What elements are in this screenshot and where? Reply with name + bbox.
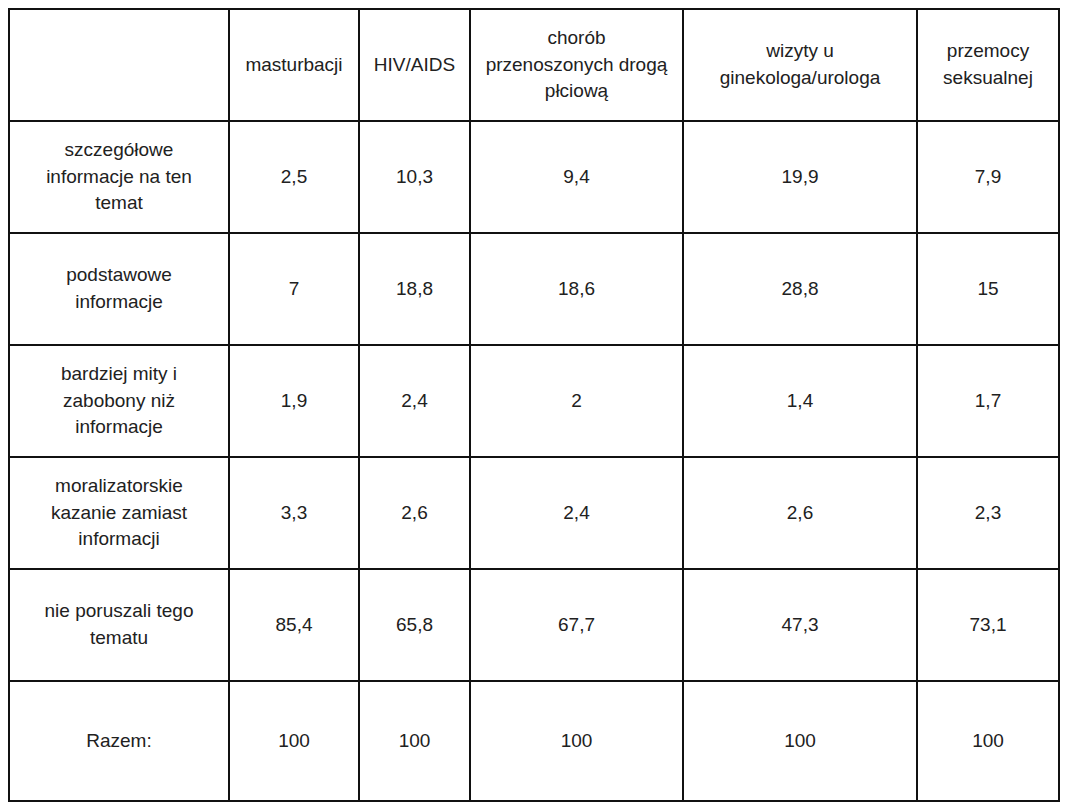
survey-results-table: masturbacji HIV/AIDS chorób przenoszonyc… (8, 8, 1060, 802)
data-cell: 2,6 (683, 457, 917, 569)
data-cell: 3,3 (229, 457, 359, 569)
data-cell: 1,4 (683, 345, 917, 457)
data-cell: 10,3 (359, 121, 470, 233)
data-cell: 67,7 (470, 569, 683, 681)
data-cell: 2,4 (359, 345, 470, 457)
data-cell: 2 (470, 345, 683, 457)
row-label-total: Razem: (9, 681, 229, 801)
table-row: nie poruszali tego tematu 85,4 65,8 67,7… (9, 569, 1059, 681)
table-row: moralizatorskie kazanie zamiast informac… (9, 457, 1059, 569)
corner-header-cell (9, 9, 229, 121)
data-cell: 9,4 (470, 121, 683, 233)
column-header-hiv-aids: HIV/AIDS (359, 9, 470, 121)
column-header-std: chorób przenoszonych drogą płciową (470, 9, 683, 121)
row-label: nie poruszali tego tematu (9, 569, 229, 681)
data-cell: 100 (229, 681, 359, 801)
data-cell: 18,6 (470, 233, 683, 345)
data-cell: 15 (917, 233, 1059, 345)
data-cell: 2,3 (917, 457, 1059, 569)
data-cell: 7 (229, 233, 359, 345)
data-cell: 19,9 (683, 121, 917, 233)
data-cell: 2,4 (470, 457, 683, 569)
row-label: podstawowe informacje (9, 233, 229, 345)
table-row: podstawowe informacje 7 18,8 18,6 28,8 1… (9, 233, 1059, 345)
page: masturbacji HIV/AIDS chorób przenoszonyc… (0, 0, 1080, 810)
data-cell: 2,6 (359, 457, 470, 569)
data-cell: 73,1 (917, 569, 1059, 681)
data-cell: 28,8 (683, 233, 917, 345)
row-label: bardziej mity i zabobony niż informacje (9, 345, 229, 457)
row-label: szczegółowe informacje na ten temat (9, 121, 229, 233)
data-cell: 7,9 (917, 121, 1059, 233)
data-cell: 100 (470, 681, 683, 801)
data-cell: 100 (359, 681, 470, 801)
total-row: Razem: 100 100 100 100 100 (9, 681, 1059, 801)
header-row: masturbacji HIV/AIDS chorób przenoszonyc… (9, 9, 1059, 121)
data-cell: 18,8 (359, 233, 470, 345)
data-cell: 1,9 (229, 345, 359, 457)
data-cell: 65,8 (359, 569, 470, 681)
data-cell: 47,3 (683, 569, 917, 681)
column-header-masturbacji: masturbacji (229, 9, 359, 121)
column-header-sexual-violence: przemocy seksualnej (917, 9, 1059, 121)
table-row: bardziej mity i zabobony niż informacje … (9, 345, 1059, 457)
data-cell: 85,4 (229, 569, 359, 681)
data-cell: 2,5 (229, 121, 359, 233)
data-cell: 1,7 (917, 345, 1059, 457)
data-cell: 100 (683, 681, 917, 801)
data-cell: 100 (917, 681, 1059, 801)
row-label: moralizatorskie kazanie zamiast informac… (9, 457, 229, 569)
table-row: szczegółowe informacje na ten temat 2,5 … (9, 121, 1059, 233)
column-header-gynecologist-visits: wizyty u ginekologa/urologa (683, 9, 917, 121)
